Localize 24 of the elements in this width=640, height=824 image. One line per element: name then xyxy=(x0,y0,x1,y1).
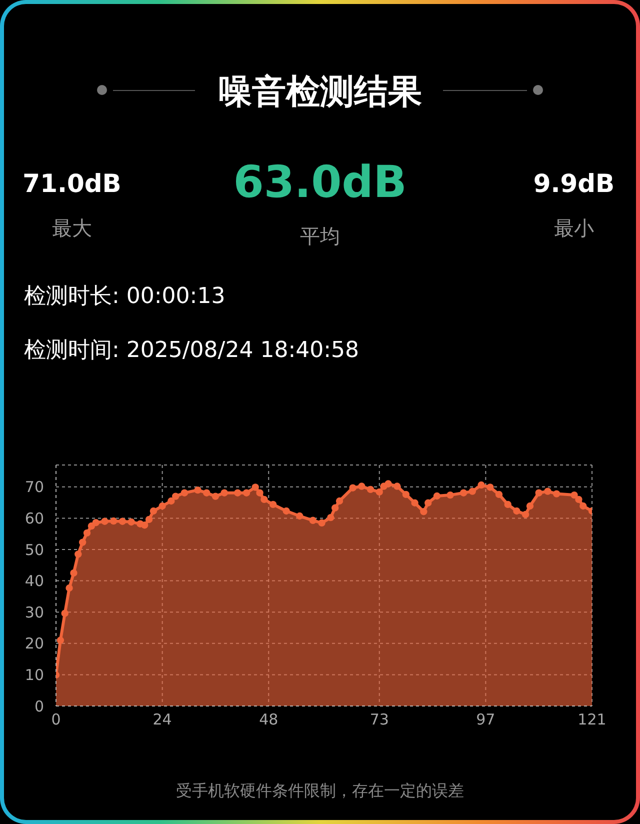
y-tick-label: 0 xyxy=(34,697,44,716)
text: 71.0dB xyxy=(22,169,122,199)
text: 受手机软硬件条件限制，存在一定的误差 xyxy=(175,781,465,801)
y-tick-label: 40 xyxy=(24,572,44,590)
text: 检测时间: 2025/08/24 18:40:58 xyxy=(24,337,360,365)
y-tick-label: 20 xyxy=(24,634,44,653)
x-tick-label: 121 xyxy=(578,710,606,729)
x-tick-label: 97 xyxy=(476,710,496,729)
y-tick-label: 70 xyxy=(24,478,44,496)
text: 9.9dB xyxy=(532,169,616,199)
text: 63.0dB xyxy=(232,157,408,209)
x-tick-label: 73 xyxy=(370,710,389,729)
y-tick-label: 30 xyxy=(24,603,44,622)
text: 最大 xyxy=(51,215,93,241)
x-tick-label: 24 xyxy=(152,710,172,729)
y-tick-label: 50 xyxy=(24,540,44,559)
text: 平均 xyxy=(299,223,341,249)
y-tick-label: 10 xyxy=(24,666,44,684)
x-tick-label: 48 xyxy=(259,710,278,729)
text: 检测时长: 00:00:13 xyxy=(24,283,226,311)
x-tick-label: 0 xyxy=(51,710,61,729)
text: 最小 xyxy=(553,215,595,241)
y-tick-label: 60 xyxy=(24,510,44,528)
chart-title: 噪音检测结果 xyxy=(217,72,423,112)
